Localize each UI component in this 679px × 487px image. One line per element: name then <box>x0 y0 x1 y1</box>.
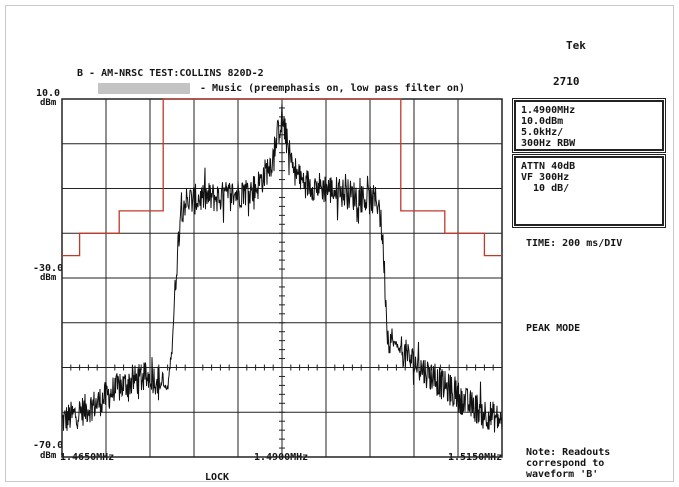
model-label: 2710 <box>553 75 580 88</box>
y-mid-unit: dBm <box>40 273 57 283</box>
center-freq-readout: 1.4900MHz <box>521 105 576 116</box>
span-readout: 5.0kHz/ <box>521 127 564 138</box>
emission-mask <box>62 98 502 257</box>
trace-legend: - Music (preemphasis on, low pass filter… <box>200 83 465 94</box>
y-top-value: 10.0 <box>36 88 61 99</box>
brand-label: Tek <box>566 39 586 52</box>
y-mid-value: -30.0 <box>33 263 64 274</box>
y-bottom-unit: dBm <box>40 451 57 461</box>
readout-note: Note: Readouts correspond to waveform 'B… <box>526 447 611 480</box>
readout-box: 1.4900MHz 10.0dBm 5.0kHz/ 300Hz RBW <box>512 98 666 153</box>
spectrum-trace <box>61 103 503 433</box>
rbw-readout: 300Hz RBW <box>521 138 576 149</box>
graticule <box>61 98 503 458</box>
sweep-time: TIME: 200 ms/DIV <box>526 238 623 249</box>
y-top-unit: dBm <box>40 98 57 108</box>
settings-box: ATTN 40dB VF 300Hz 10 dB/ <box>512 154 666 228</box>
trace-title: B - AM-NRSC TEST:COLLINS 820D-2 <box>77 68 264 79</box>
legend-swatch <box>98 83 190 94</box>
vf-readout: VF 300Hz <box>521 172 570 183</box>
scale-readout: 10 dB/ <box>521 183 570 194</box>
mask-line <box>62 98 502 257</box>
trace-line <box>61 103 503 433</box>
detector-mode: PEAK MODE <box>526 323 581 334</box>
attn-readout: ATTN 40dB <box>521 161 576 172</box>
y-bottom-value: -70.0 <box>33 440 64 451</box>
lock-indicator: LOCK <box>205 472 230 483</box>
ref-level-readout: 10.0dBm <box>521 116 564 127</box>
